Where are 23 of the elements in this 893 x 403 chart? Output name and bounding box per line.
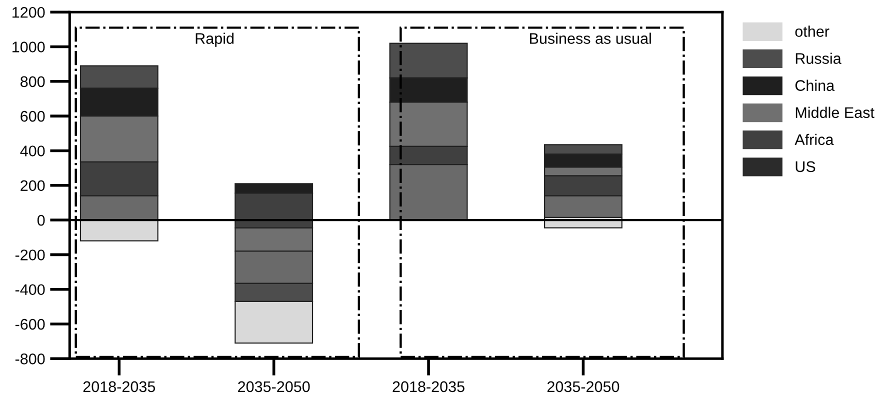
legend-label: Africa [794,134,834,146]
y-tick-label: 800 [20,76,45,88]
legend-label: Middle East [796,106,874,118]
x-tick-label: 2035-2050 [238,381,310,392]
y-tick-label: 1200 [12,6,45,18]
y-tick-label: 600 [20,110,45,122]
y-tick-label: 400 [20,146,45,156]
x-tick-label: 2018-2035 [392,381,464,392]
y-tick-label: 0 [37,214,45,226]
y-tick-label: 1000 [12,42,45,52]
y-tick-label: -400 [15,284,45,296]
x-tick-label: 2018-2035 [83,381,156,392]
x-tick-label: 2035-2050 [547,381,620,392]
legend-label: US [796,161,816,172]
legend-label: other [795,26,830,37]
y-tick-label: -600 [15,318,45,330]
y-tick-label: 200 [20,180,45,192]
y-tick-label: -200 [15,250,45,260]
legend-label: China [795,80,835,91]
y-tick-label: -800 [15,354,45,364]
annotation: Rapid [196,32,234,47]
legend-label: Russia [796,52,842,64]
annotation: Business as usual [530,32,651,44]
